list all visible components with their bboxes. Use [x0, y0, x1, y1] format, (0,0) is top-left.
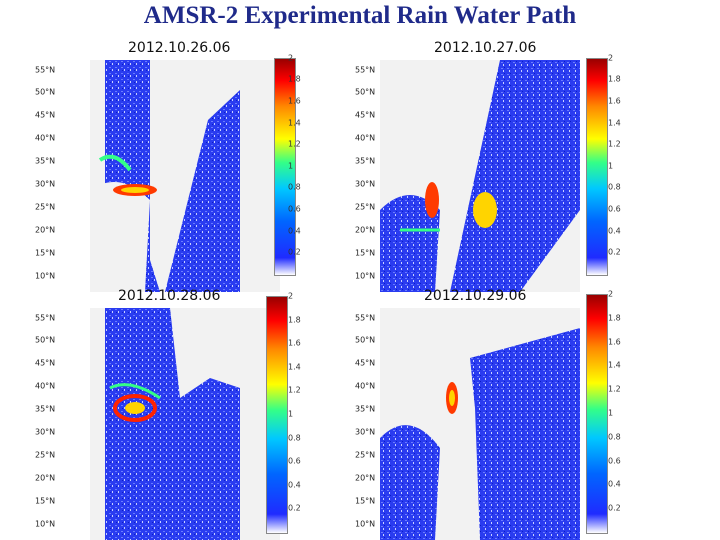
colorbar-tick: 0.2	[608, 503, 621, 513]
colorbar	[586, 294, 608, 534]
colorbar-tick: 1.6	[288, 338, 301, 348]
colorbar-tick: 0.2	[288, 247, 301, 257]
colorbar-tick: 0.8	[608, 432, 621, 442]
lat-label: 50°N	[355, 335, 376, 345]
lat-label: 30°N	[355, 179, 376, 189]
lat-label: 20°N	[355, 225, 376, 235]
lat-label: 35°N	[35, 404, 56, 414]
map-panel-1: 2012.10.26.06 55°N 50°N 45°N 40°N 35°N 3…	[30, 40, 330, 292]
colorbar-tick: 1	[608, 161, 614, 171]
lat-label: 25°N	[355, 450, 376, 460]
lat-label: 30°N	[35, 179, 56, 189]
colorbar-tick: 1.4	[288, 362, 301, 372]
lat-label: 55°N	[35, 65, 56, 75]
colorbar-tick: 1.6	[288, 96, 301, 106]
lat-label: 45°N	[35, 358, 56, 368]
colorbar-tick: 0.2	[288, 503, 301, 513]
lat-label: 20°N	[35, 473, 56, 483]
colorbar-tick: 1.2	[608, 384, 621, 394]
colorbar-tick: 0.8	[288, 433, 301, 443]
lat-label: 40°N	[355, 381, 376, 391]
lat-label: 10°N	[355, 519, 376, 529]
colorbar-tick: 1.6	[608, 96, 621, 106]
lat-label: 15°N	[355, 496, 376, 506]
lat-label: 25°N	[35, 202, 56, 212]
colorbar-tick: 1.2	[288, 385, 301, 395]
panel-date: 2012.10.26.06	[128, 40, 231, 56]
lat-label: 35°N	[355, 404, 376, 414]
colorbar-tick: 0.8	[288, 182, 301, 192]
colorbar-tick: 1.8	[288, 74, 301, 84]
colorbar-tick: 0.4	[608, 226, 621, 236]
lat-label: 10°N	[35, 519, 56, 529]
lat-label: 40°N	[35, 381, 56, 391]
colorbar-tick: 0.6	[288, 204, 301, 214]
lat-label: 20°N	[35, 225, 56, 235]
colorbar-tick: 1.4	[608, 360, 621, 370]
colorbar-tick: 1.4	[288, 118, 301, 128]
colorbar-tick: 1	[608, 408, 614, 418]
colorbar-tick: 0.4	[608, 479, 621, 489]
lat-label: 45°N	[355, 110, 376, 120]
colorbar-tick: 0.4	[288, 226, 301, 236]
lat-label: 15°N	[355, 248, 376, 258]
lat-label: 10°N	[35, 271, 56, 281]
colorbar	[274, 58, 296, 276]
colorbar-tick: 1.8	[288, 315, 301, 325]
colorbar-tick: 1.8	[608, 74, 621, 84]
lat-label: 55°N	[35, 313, 56, 323]
colorbar-tick: 0.6	[288, 456, 301, 466]
lat-label: 45°N	[35, 110, 56, 120]
lat-label: 40°N	[35, 133, 56, 143]
colorbar-tick: 1	[288, 409, 294, 419]
lat-label: 35°N	[35, 156, 56, 166]
lat-label: 55°N	[355, 313, 376, 323]
lat-label: 15°N	[35, 496, 56, 506]
colorbar-tick: 2	[288, 291, 294, 301]
lat-label: 50°N	[35, 335, 56, 345]
lat-label: 20°N	[355, 473, 376, 483]
colorbar-tick: 1.2	[288, 139, 301, 149]
colorbar-tick: 0.2	[608, 247, 621, 257]
lat-label: 40°N	[355, 133, 376, 143]
map-panel-2: 2012.10.27.06 55°N 50°N 45°N 40°N 35°N 3…	[350, 40, 650, 292]
map-panel-4: 2012.10.29.06 55°N 50°N 45°N 40°N 35°N 3…	[350, 288, 650, 540]
colorbar-tick: 1.2	[608, 139, 621, 149]
lat-label: 30°N	[35, 427, 56, 437]
rain-map	[380, 60, 580, 292]
colorbar-tick: 0.4	[288, 480, 301, 490]
page-title: AMSR-2 Experimental Rain Water Path	[143, 2, 577, 29]
lat-label: 35°N	[355, 156, 376, 166]
colorbar	[586, 58, 608, 276]
lat-label: 25°N	[355, 202, 376, 212]
lat-label: 15°N	[35, 248, 56, 258]
lat-label: 50°N	[35, 87, 56, 97]
colorbar	[266, 296, 288, 534]
colorbar-tick: 1.8	[608, 313, 621, 323]
lat-label: 30°N	[355, 427, 376, 437]
rain-map	[90, 308, 280, 540]
colorbar-tick: 1	[288, 161, 294, 171]
colorbar-tick: 2	[608, 289, 614, 299]
map-panel-3: 2012.10.28.06 55°N 50°N 45°N 40°N 35°N 3…	[30, 288, 330, 540]
rain-map	[90, 60, 280, 292]
colorbar-tick: 0.8	[608, 182, 621, 192]
colorbar-tick: 1.4	[608, 118, 621, 128]
lat-label: 10°N	[355, 271, 376, 281]
lat-label: 50°N	[355, 87, 376, 97]
panel-date: 2012.10.28.06	[118, 288, 221, 304]
lat-label: 45°N	[355, 358, 376, 368]
panel-date: 2012.10.29.06	[424, 288, 527, 304]
rain-map	[380, 308, 580, 540]
lat-label: 55°N	[355, 65, 376, 75]
colorbar-tick: 0.6	[608, 204, 621, 214]
panel-date: 2012.10.27.06	[434, 40, 537, 56]
colorbar-tick: 0.6	[608, 456, 621, 466]
colorbar-tick: 1.6	[608, 337, 621, 347]
colorbar-tick: 2	[608, 53, 614, 63]
lat-label: 25°N	[35, 450, 56, 460]
colorbar-tick: 2	[288, 53, 294, 63]
